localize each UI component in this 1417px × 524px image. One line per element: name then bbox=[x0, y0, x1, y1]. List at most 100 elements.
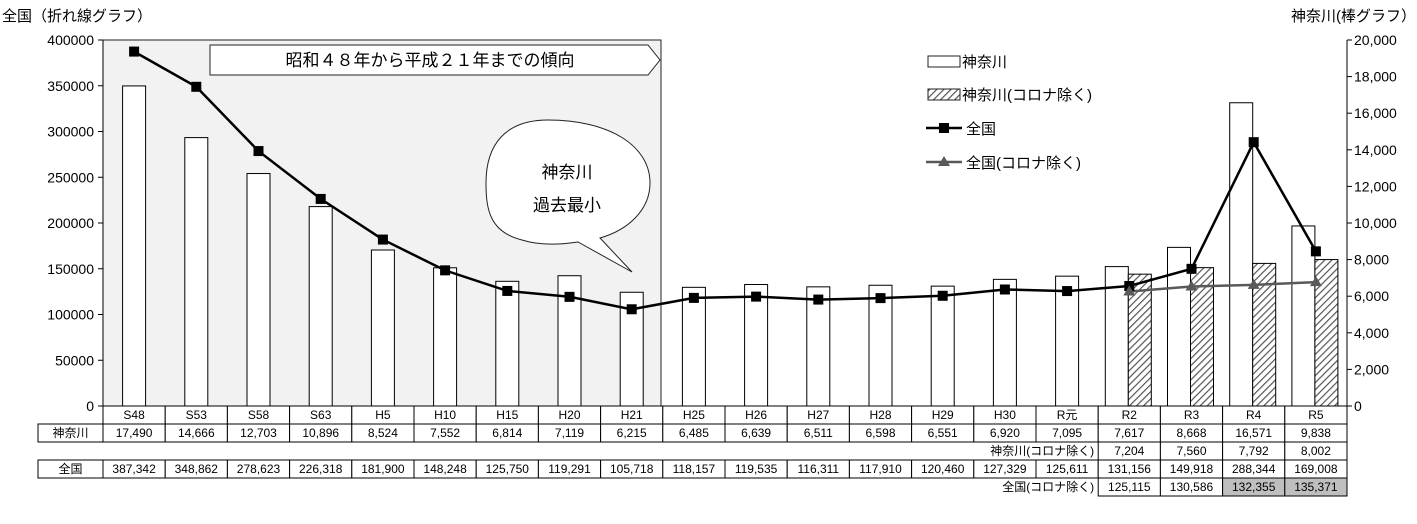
right-axis: 0 2,000 4,000 6,000 8,000 10,000 12,000 14,000 1… bbox=[103, 32, 1397, 414]
point-national bbox=[315, 193, 326, 204]
category-label: S53 bbox=[186, 408, 208, 422]
bar-kanagawa bbox=[806, 286, 831, 407]
table-row-label: 全国 bbox=[58, 461, 82, 476]
bar-kanagawa bbox=[122, 85, 147, 407]
table-value: 119,291 bbox=[548, 462, 591, 476]
bar-kanagawa bbox=[370, 249, 395, 407]
table-value: 6,215 bbox=[617, 426, 647, 440]
category-label: R元 bbox=[1057, 408, 1078, 422]
point-national bbox=[253, 146, 264, 157]
table-value: 131,156 bbox=[1108, 462, 1152, 476]
left-tick-label: 50000 bbox=[55, 352, 94, 368]
lines bbox=[129, 46, 1322, 315]
table-value: 125,611 bbox=[1046, 462, 1089, 476]
point-national bbox=[626, 304, 637, 315]
point-national bbox=[688, 292, 699, 303]
legend-marker-national bbox=[939, 123, 949, 133]
point-national bbox=[564, 291, 575, 302]
bar-kanagawa bbox=[992, 278, 1017, 407]
table-value: 125,750 bbox=[486, 462, 530, 476]
left-tick-label: 300000 bbox=[47, 124, 94, 140]
table-value: 7,552 bbox=[430, 426, 460, 440]
category-label: H29 bbox=[932, 408, 954, 422]
point-national-excl bbox=[1247, 278, 1260, 289]
bar-kanagawa bbox=[495, 280, 520, 407]
table-row-label: 全国(コロナ除く) bbox=[1002, 479, 1094, 494]
bar-kanagawa bbox=[246, 173, 271, 407]
right-tick-label: 0 bbox=[1354, 398, 1362, 414]
left-tick-label: 100000 bbox=[47, 307, 94, 323]
left-tick-label: 400000 bbox=[47, 32, 94, 48]
point-national bbox=[129, 46, 140, 57]
right-tick-label: 14,000 bbox=[1354, 142, 1397, 158]
table-value: 8,668 bbox=[1176, 426, 1206, 440]
table-value: 6,485 bbox=[679, 426, 709, 440]
table-value: 387,342 bbox=[112, 462, 156, 476]
table-value: 348,862 bbox=[175, 462, 219, 476]
category-label: H5 bbox=[375, 408, 391, 422]
category-label: R3 bbox=[1184, 408, 1200, 422]
table-value: 116,311 bbox=[797, 462, 839, 476]
table-value: 127,329 bbox=[983, 462, 1027, 476]
table-value: 6,511 bbox=[804, 426, 833, 440]
table-value: 14,666 bbox=[178, 426, 215, 440]
table-value: 12,703 bbox=[240, 426, 277, 440]
table-value: 105,718 bbox=[610, 462, 654, 476]
point-national bbox=[1310, 246, 1321, 257]
legend-swatch-kanagawa-excl bbox=[927, 88, 961, 101]
point-national bbox=[999, 284, 1010, 295]
category-label: S48 bbox=[123, 408, 145, 422]
table-value: 288,344 bbox=[1232, 462, 1276, 476]
period-arrow-banner: 昭和４８年から平成２１年までの傾向 bbox=[209, 44, 661, 76]
category-label: H26 bbox=[745, 408, 767, 422]
table-value: 10,896 bbox=[302, 426, 339, 440]
category-label: H20 bbox=[558, 408, 580, 422]
category-label: S58 bbox=[248, 408, 270, 422]
point-national-excl bbox=[1185, 280, 1198, 291]
point-national bbox=[1062, 286, 1073, 297]
line-national-excl bbox=[1129, 280, 1316, 293]
data-table: S48 S53 S58 S63 H5 H10 H15 H20 H21 H25 H26 H27 H28 H2… bbox=[37, 405, 1348, 497]
table-row-label: 神奈川(コロナ除く) bbox=[990, 443, 1094, 458]
left-tick-label: 350000 bbox=[47, 78, 94, 94]
left-tick-label: 200000 bbox=[47, 215, 94, 231]
right-tick-label: 6,000 bbox=[1354, 288, 1389, 304]
table-row-label: 神奈川 bbox=[52, 426, 88, 440]
table-value: 7,560 bbox=[1176, 444, 1206, 458]
legend-swatch-kanagawa bbox=[927, 55, 961, 68]
category-label: R5 bbox=[1308, 408, 1324, 422]
legend-label-kanagawa-excl: 神奈川(コロナ除く) bbox=[962, 87, 1092, 104]
bar-kanagawa bbox=[744, 284, 769, 407]
table-value: 6,551 bbox=[928, 426, 958, 440]
right-tick-label: 16,000 bbox=[1354, 105, 1397, 121]
legend-label-kanagawa: 神奈川 bbox=[962, 54, 1007, 71]
table-value: 118,157 bbox=[673, 462, 716, 476]
bar-kanagawa bbox=[433, 267, 458, 407]
table-value: 132,355 bbox=[1232, 480, 1276, 494]
point-national bbox=[377, 234, 388, 245]
category-label: H28 bbox=[869, 408, 891, 422]
table-value: 278,623 bbox=[237, 462, 281, 476]
left-tick-label: 150000 bbox=[47, 261, 94, 277]
table-value: 9,838 bbox=[1301, 426, 1331, 440]
table-value: 7,792 bbox=[1239, 444, 1269, 458]
legend: 神奈川 神奈川(コロナ除く) 全国 全国(コロナ除く) bbox=[926, 54, 1092, 172]
bar-kanagawa bbox=[1229, 102, 1254, 407]
bar-kanagawa bbox=[681, 286, 706, 407]
point-national bbox=[813, 294, 824, 305]
left-tick-label: 0 bbox=[86, 398, 94, 414]
right-tick-label: 10,000 bbox=[1354, 215, 1397, 231]
category-label: R4 bbox=[1246, 408, 1262, 422]
table-value: 16,571 bbox=[1235, 426, 1272, 440]
point-national bbox=[1248, 137, 1259, 148]
table-value: 169,008 bbox=[1294, 462, 1338, 476]
point-national bbox=[751, 291, 762, 302]
table-value: 130,586 bbox=[1170, 480, 1214, 494]
callout-line-1: 神奈川 bbox=[542, 163, 593, 182]
table-value: 7,204 bbox=[1114, 444, 1144, 458]
table-value: 6,639 bbox=[741, 426, 771, 440]
right-tick-label: 2,000 bbox=[1354, 361, 1389, 377]
table-value: 117,910 bbox=[859, 462, 902, 476]
bar-kanagawa bbox=[308, 206, 333, 407]
